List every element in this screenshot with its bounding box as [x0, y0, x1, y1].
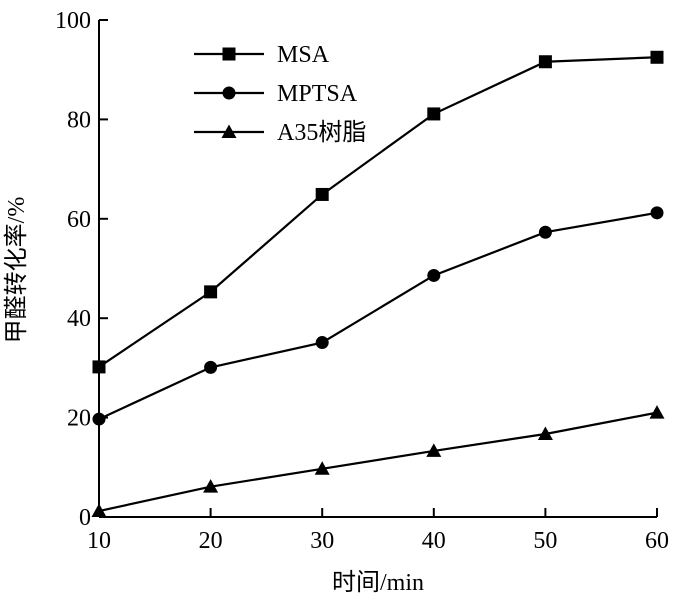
data-point: [204, 285, 218, 299]
legend-marker: [222, 47, 236, 61]
y-tick-label: 100: [55, 8, 91, 34]
data-point: [650, 206, 664, 220]
data-point: [315, 187, 329, 201]
legend-marker: [221, 124, 237, 138]
y-axis-label: 甲醛转化率/%: [3, 197, 30, 344]
series-0: [92, 50, 664, 374]
legend: MSA MPTSA A35树脂: [194, 42, 366, 146]
y-tick-label: 60: [67, 207, 91, 233]
x-tick-label: 40: [422, 528, 446, 554]
x-tick-label: 20: [199, 528, 223, 554]
legend-label: A35树脂: [277, 119, 366, 146]
data-point: [427, 268, 441, 282]
x-tick-label: 50: [533, 528, 557, 554]
x-tick-label: 30: [310, 528, 334, 554]
y-tick-label: 40: [67, 306, 91, 332]
legend-label: MPTSA: [277, 81, 358, 107]
legend-label: MSA: [277, 42, 330, 68]
series-2: [91, 405, 665, 518]
data-point: [650, 50, 664, 64]
data-point: [203, 479, 219, 493]
legend-item: MSA: [194, 42, 330, 68]
x-tick-label: 10: [87, 528, 111, 554]
axes: 0 20 40 60 80 100 10 20 30 40 50 60: [55, 8, 669, 554]
data-point: [91, 503, 107, 518]
y-tick-label: 80: [67, 107, 91, 133]
legend-item: MPTSA: [194, 81, 358, 107]
series-line: [98, 56, 658, 368]
series-line: [98, 211, 658, 421]
legend-item: A35树脂: [194, 119, 366, 146]
legend-marker: [222, 86, 236, 100]
x-tick-label: 60: [645, 528, 669, 554]
data-point: [426, 443, 442, 457]
series-1: [92, 206, 664, 426]
series-line: [98, 411, 658, 513]
data-point: [314, 461, 330, 475]
data-point: [538, 55, 552, 69]
data-point: [537, 426, 553, 441]
x-axis-label: 时间/min: [332, 569, 424, 596]
data-point: [538, 225, 552, 239]
y-tick-label: 0: [79, 505, 91, 531]
data-point: [649, 405, 665, 419]
y-tick-label: 20: [67, 406, 91, 432]
data-point: [315, 336, 329, 350]
data-point: [92, 360, 106, 374]
data-point: [427, 107, 441, 121]
data-point: [92, 412, 106, 426]
data-point: [204, 360, 218, 374]
series-layer: [91, 50, 665, 518]
